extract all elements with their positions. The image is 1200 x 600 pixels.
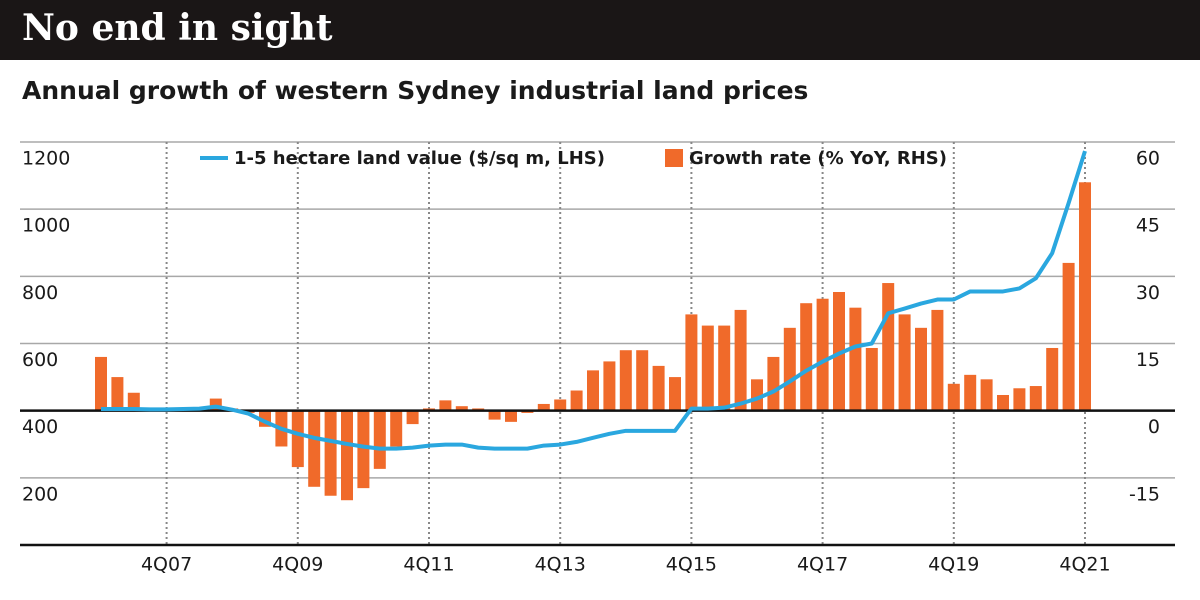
y2-tick-label: 60 [1136, 148, 1160, 170]
bar [718, 325, 731, 411]
bar [833, 292, 845, 411]
x-tick-label: 4Q09 [272, 554, 323, 576]
bar [1062, 262, 1075, 411]
y-tick-label: 400 [22, 416, 58, 438]
y-tick-label: 200 [22, 483, 58, 505]
line [101, 150, 1087, 451]
bar [669, 377, 681, 411]
bar [783, 327, 796, 411]
bar [603, 361, 616, 411]
bar [947, 383, 960, 411]
marks [20, 150, 1175, 501]
bar [685, 314, 698, 411]
bar [1029, 386, 1042, 411]
y2-tick-label: 15 [1136, 349, 1160, 371]
x-tick-label: 4Q13 [535, 554, 586, 576]
bar [964, 374, 977, 411]
bar [111, 377, 124, 411]
bar [505, 410, 517, 422]
bar [439, 400, 452, 411]
y-tick-label: 600 [22, 349, 58, 371]
bar [931, 309, 944, 411]
bar [1013, 388, 1026, 411]
bar [455, 406, 468, 411]
y-tick-label: 1000 [22, 215, 70, 237]
x-tick-label: 4Q19 [928, 554, 979, 576]
bar [767, 356, 780, 411]
bar [865, 347, 878, 411]
bar [554, 399, 567, 411]
bar [324, 410, 337, 496]
bar [587, 370, 599, 411]
x-tick-label: 4Q21 [1059, 554, 1110, 576]
bar [373, 410, 386, 469]
legend-label: 1-5 hectare land value ($/sq m, LHS) [234, 148, 605, 169]
bar [291, 410, 304, 468]
y2-tick-label: 0 [1148, 416, 1160, 438]
y2-tick-label: -15 [1129, 483, 1160, 505]
bar [308, 410, 321, 487]
bar [816, 298, 829, 411]
bar [1079, 182, 1091, 411]
bar [652, 365, 665, 411]
bar [390, 410, 403, 447]
bar [734, 309, 747, 411]
bar [980, 379, 993, 411]
bar [800, 303, 813, 411]
bar [570, 390, 583, 411]
bar [357, 410, 370, 489]
chart-title: No end in sight [22, 7, 333, 49]
x-tick-label: 4Q17 [797, 554, 848, 576]
bar [898, 314, 911, 411]
y2-tick-label: 45 [1136, 215, 1160, 237]
bar [701, 325, 714, 411]
legend: 1-5 hectare land value ($/sq m, LHS) Grow… [200, 148, 947, 169]
bar [537, 403, 550, 411]
bar [95, 356, 107, 411]
bar [751, 379, 763, 411]
y2-tick-label: 30 [1136, 282, 1160, 304]
bar [127, 392, 140, 411]
legend-label: Growth rate (% YoY, RHS) [689, 148, 947, 169]
bar [636, 350, 649, 411]
bar [341, 410, 353, 501]
bar [849, 307, 862, 411]
bar [619, 350, 632, 411]
y-tick-label: 1200 [22, 148, 70, 170]
x-tick-label: 4Q07 [141, 554, 192, 576]
chart-subtitle: Annual growth of western Sydney industri… [22, 76, 808, 105]
title-bar [0, 0, 1200, 60]
bar [997, 394, 1009, 411]
bar [1046, 347, 1059, 411]
x-tick-label: 4Q15 [666, 554, 717, 576]
bar [406, 410, 419, 425]
bar [915, 327, 927, 411]
legend-swatch [665, 149, 683, 167]
x-tick-label: 4Q11 [403, 554, 454, 576]
y-tick-label: 800 [22, 282, 58, 304]
bar [488, 410, 501, 420]
bar [882, 283, 895, 411]
grid: 200 400 600 800 1000 1200 -15 0 15 30 45 60 4Q07 4Q09… [20, 141, 1175, 576]
